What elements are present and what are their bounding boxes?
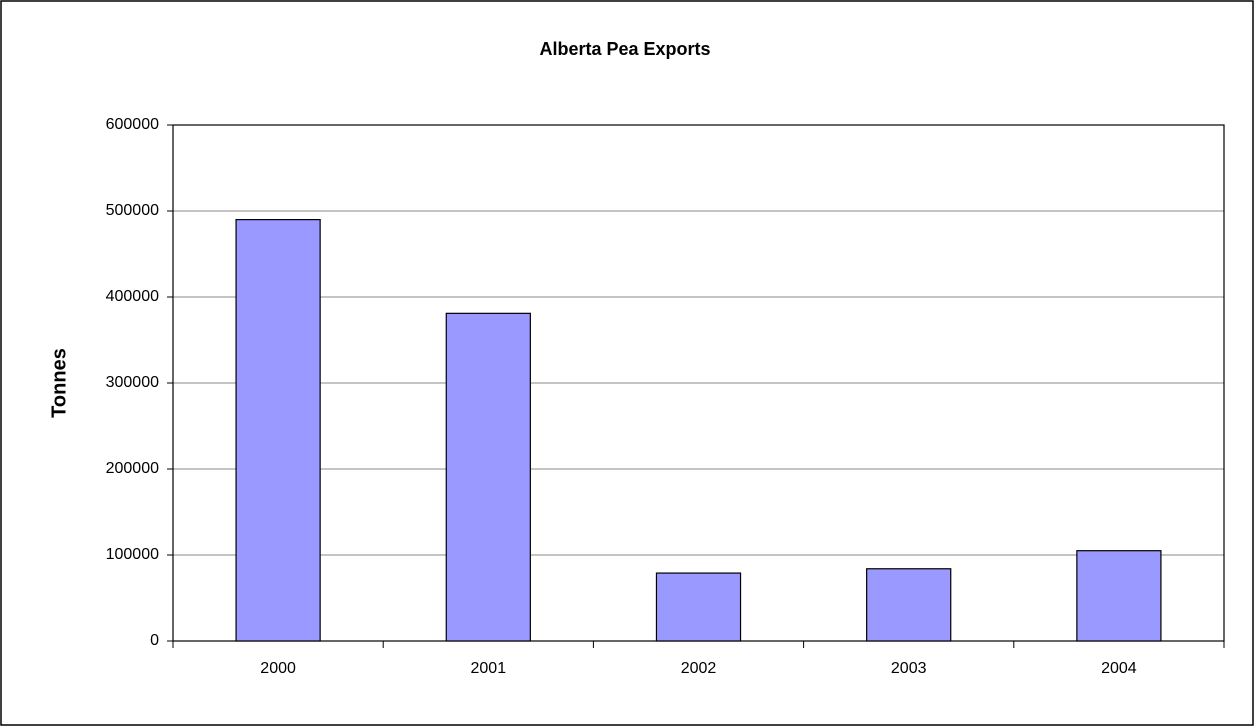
chart-title: Alberta Pea Exports bbox=[539, 39, 710, 59]
y-tick-label: 400000 bbox=[106, 288, 159, 305]
bar bbox=[866, 568, 952, 642]
y-tick-label: 0 bbox=[150, 632, 159, 649]
bar bbox=[235, 219, 321, 642]
x-tick-label: 2002 bbox=[681, 660, 717, 677]
bar bbox=[445, 312, 531, 642]
x-tick-label: 2001 bbox=[471, 660, 507, 677]
y-tick-label: 200000 bbox=[106, 460, 159, 477]
y-tick-label: 300000 bbox=[106, 374, 159, 391]
x-tick-label: 2000 bbox=[260, 660, 296, 677]
y-tick-label: 600000 bbox=[106, 116, 159, 133]
y-tick-label: 500000 bbox=[106, 202, 159, 219]
bar bbox=[655, 572, 742, 642]
bar bbox=[1076, 550, 1162, 642]
y-tick-label: 100000 bbox=[106, 546, 159, 563]
y-axis-label: Tonnes bbox=[48, 348, 70, 418]
x-tick-label: 2003 bbox=[891, 660, 927, 677]
x-tick-label: 2004 bbox=[1101, 660, 1137, 677]
